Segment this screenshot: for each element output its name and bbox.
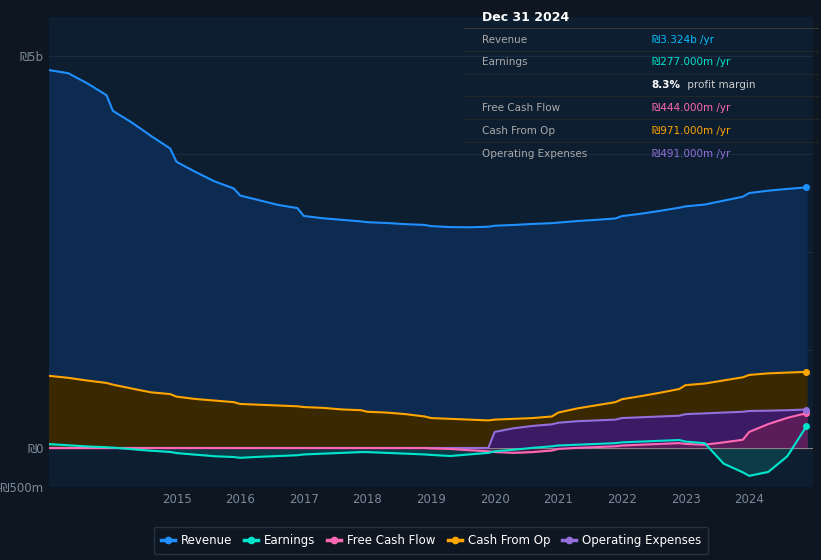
Text: 8.3%: 8.3% [652,80,681,90]
Text: ₪444.000m /yr: ₪444.000m /yr [652,103,730,113]
Text: Free Cash Flow: Free Cash Flow [482,103,560,113]
Text: ₪277.000m /yr: ₪277.000m /yr [652,58,730,68]
Text: Revenue: Revenue [482,35,527,45]
Text: Operating Expenses: Operating Expenses [482,149,587,159]
Text: Cash From Op: Cash From Op [482,126,555,136]
Text: ₪971.000m /yr: ₪971.000m /yr [652,126,730,136]
Legend: Revenue, Earnings, Free Cash Flow, Cash From Op, Operating Expenses: Revenue, Earnings, Free Cash Flow, Cash … [154,527,709,554]
Text: ₪491.000m /yr: ₪491.000m /yr [652,149,730,159]
Text: Dec 31 2024: Dec 31 2024 [482,11,569,24]
Text: profit margin: profit margin [684,80,755,90]
Text: Earnings: Earnings [482,58,527,68]
Text: ₪3.324b /yr: ₪3.324b /yr [652,35,713,45]
